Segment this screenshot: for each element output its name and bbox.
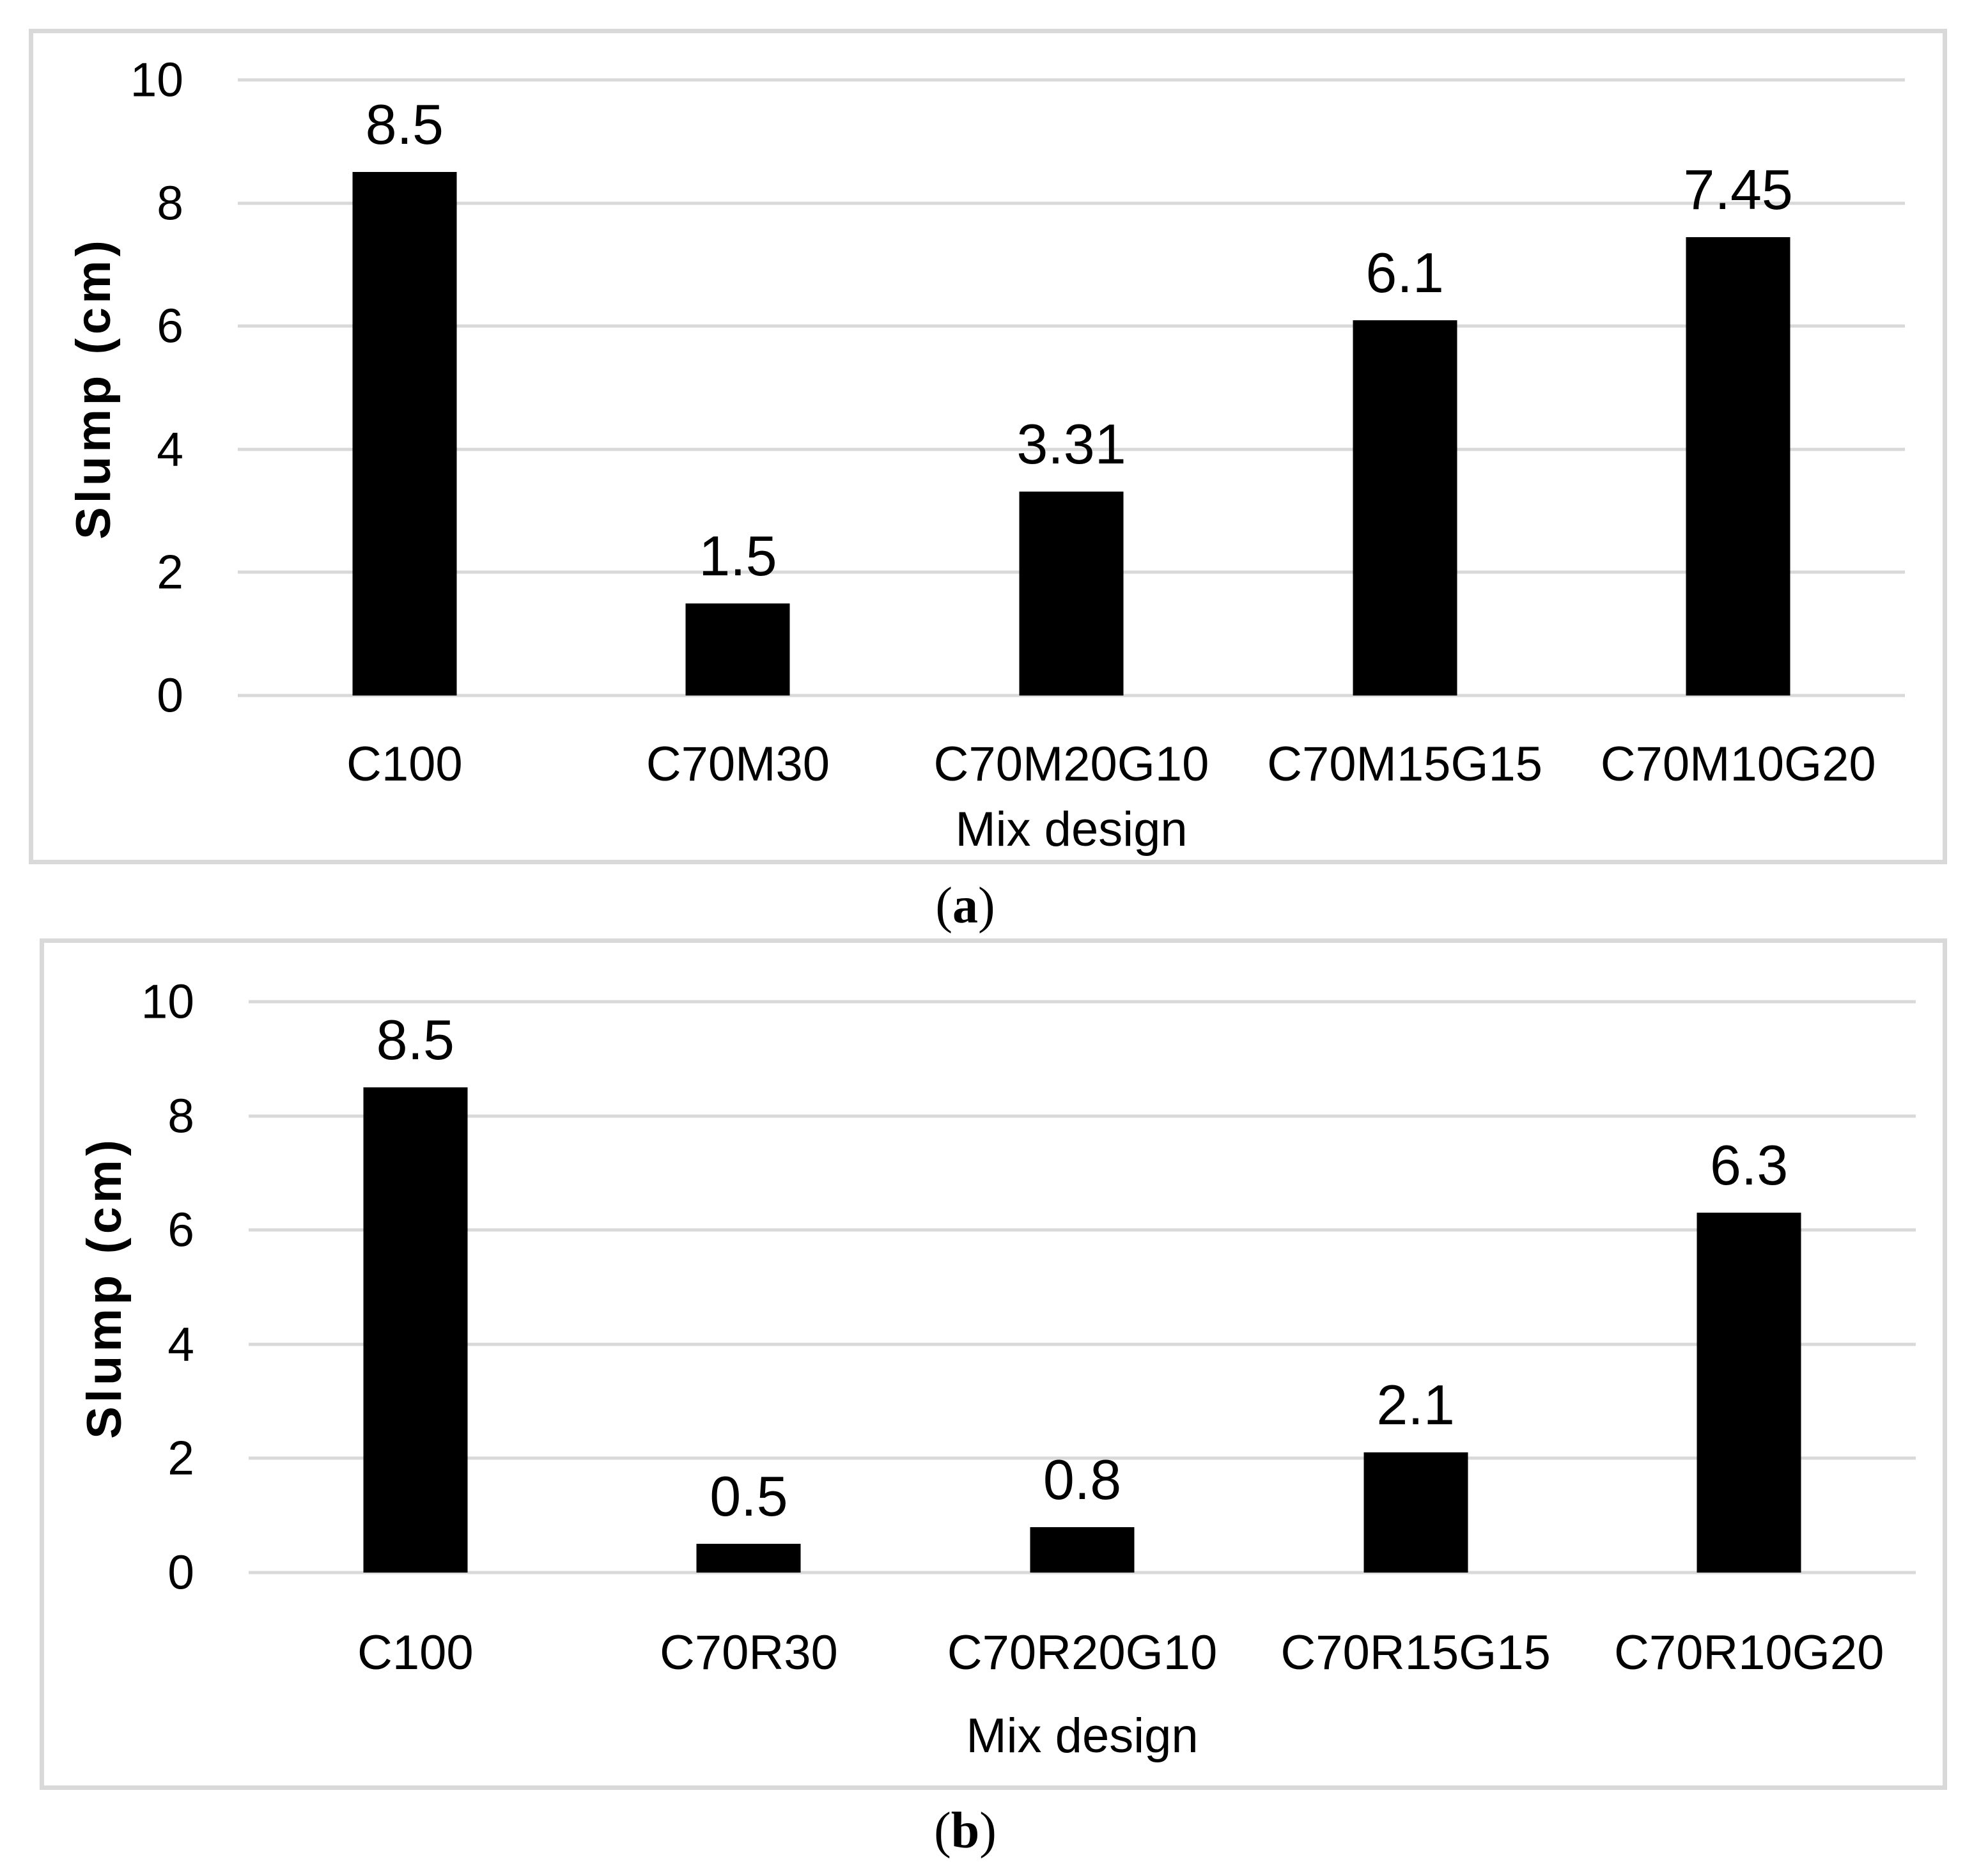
caption-b-close-paren: ) [979, 1803, 997, 1859]
y-tick-label-4: 4 [167, 1317, 194, 1371]
gridline-4 [249, 1342, 1916, 1346]
bar-value-label-C100: 8.5 [376, 1007, 454, 1071]
bar-C70R10G20 [1697, 1213, 1801, 1573]
y-axis-title-b: Slump (cm) [77, 1135, 132, 1439]
plot-area-b: Slump (cm) Mix design 0 2 4 6 8 10 8.5 C100 0.5 C… [77, 977, 1916, 1760]
gridline-6 [249, 1228, 1916, 1232]
x-category-label-C70R20G10: C70R20G10 [947, 1626, 1218, 1680]
y-tick-label-8: 8 [167, 1089, 194, 1143]
y-axis-title-a: Slump (cm) [66, 236, 121, 540]
y-tick-label-10: 10 [141, 974, 194, 1029]
x-category-label-C70M20G10: C70M20G10 [933, 737, 1209, 791]
bar-C70R30 [696, 1544, 801, 1573]
caption-a: (a) [935, 879, 995, 933]
y-tick-label-6: 6 [167, 1202, 194, 1257]
y-tick-label-6: 6 [157, 299, 183, 353]
gridline-8 [238, 201, 1905, 205]
y-tick-label-0: 0 [167, 1545, 194, 1599]
y-tick-label-4: 4 [157, 422, 183, 476]
x-category-label-C70R15G15: C70R15G15 [1280, 1626, 1551, 1680]
gridline-6 [238, 324, 1905, 328]
caption-a-close-paren: ) [978, 878, 995, 934]
caption-a-open-paren: ( [935, 878, 952, 934]
bar-value-label-C100: 8.5 [365, 93, 444, 157]
bar-C100 [352, 172, 457, 696]
bar-value-label-C70R30: 0.5 [710, 1465, 788, 1528]
bar-C100 [363, 1087, 468, 1573]
y-tick-label-0: 0 [157, 668, 183, 722]
y-tick-label-10: 10 [130, 52, 183, 107]
gridline-8 [249, 1114, 1916, 1118]
bar-value-label-C70M20G10: 3.31 [1016, 412, 1126, 476]
gridline-0 [238, 694, 1905, 697]
x-category-label-C70R30: C70R30 [659, 1626, 838, 1680]
gridline-10 [249, 1000, 1916, 1004]
bar-C70M10G20 [1686, 237, 1790, 696]
bar-C70M15G15 [1353, 320, 1457, 696]
bar-C70R20G10 [1030, 1527, 1135, 1573]
chart-panel-b: Slump (cm) Mix design 0 2 4 6 8 10 8.5 C100 0.5 C… [40, 938, 1947, 1790]
y-tick-label-8: 8 [157, 176, 183, 230]
x-axis-title-b: Mix design [966, 1709, 1199, 1763]
gridline-2 [249, 1456, 1916, 1460]
bar-value-label-C70R10G20: 6.3 [1710, 1133, 1789, 1197]
caption-b: (b) [934, 1804, 997, 1858]
bar-value-label-C70R20G10: 0.8 [1043, 1447, 1122, 1511]
plot-area-a: Slump (cm) Mix design 0 2 4 6 8 10 8.5 C100 1.5 C… [66, 56, 1905, 854]
bar-value-label-C70R15G15: 2.1 [1376, 1373, 1455, 1437]
caption-b-open-paren: ( [934, 1803, 951, 1859]
bar-value-label-C70M10G20: 7.45 [1683, 157, 1793, 221]
x-category-label-C70M15G15: C70M15G15 [1267, 737, 1543, 791]
bar-value-label-C70M15G15: 6.1 [1365, 240, 1444, 304]
bar-C70M20G10 [1019, 492, 1124, 696]
bar-value-label-C70M30: 1.5 [699, 524, 777, 587]
caption-a-letter: a [952, 878, 978, 934]
x-category-label-C100: C100 [357, 1626, 474, 1680]
gridline-4 [238, 447, 1905, 451]
y-tick-label-2: 2 [157, 545, 183, 599]
x-category-label-C100: C100 [346, 737, 463, 791]
caption-b-letter: b [951, 1803, 980, 1859]
gridline-0 [249, 1571, 1916, 1574]
bar-C70M30 [685, 603, 790, 696]
x-category-label-C70M30: C70M30 [646, 737, 830, 791]
bar-C70R15G15 [1363, 1452, 1468, 1573]
x-axis-title-a: Mix design [955, 802, 1188, 857]
chart-panel-a: Slump (cm) Mix design 0 2 4 6 8 10 8.5 C100 1.5 C… [29, 29, 1947, 864]
y-tick-label-2: 2 [167, 1431, 194, 1485]
gridline-10 [238, 78, 1905, 82]
x-category-label-C70R10G20: C70R10G20 [1613, 1626, 1884, 1680]
x-category-label-C70M10G20: C70M10G20 [1600, 737, 1876, 791]
